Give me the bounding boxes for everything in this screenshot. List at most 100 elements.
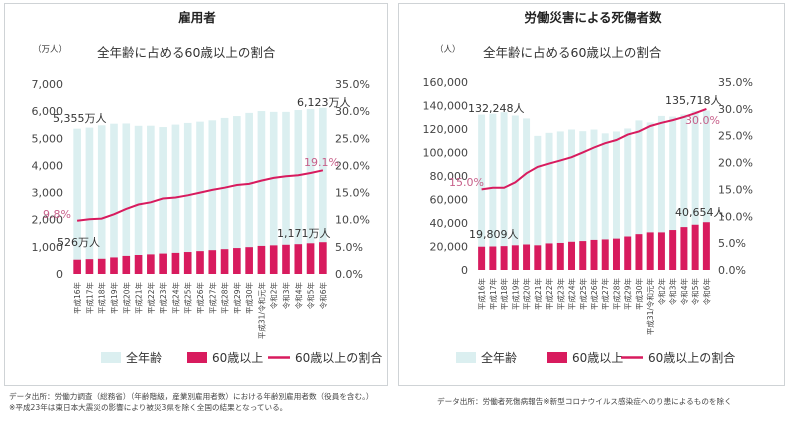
y2-tick-label: 25.0% — [718, 130, 753, 143]
bar-all-ages — [196, 121, 204, 274]
y-tick-label: 7,000 — [32, 78, 64, 91]
bar-all-ages — [159, 127, 167, 274]
bar-all-ages — [85, 127, 94, 275]
x-tick-label: 平成24年 — [567, 278, 577, 311]
y-tick-label: 2,000 — [32, 214, 64, 227]
bar-60-plus — [523, 244, 531, 270]
y2-tick-label: 15.0% — [335, 187, 370, 200]
y-tick-label: 1,000 — [32, 241, 64, 254]
bar-60-plus — [147, 254, 155, 274]
y-tick-label: 4,000 — [32, 159, 64, 172]
label-ratio-first: 9.8% — [43, 208, 71, 221]
bar-all-ages — [612, 131, 620, 270]
y-tick-label: 60,000 — [430, 194, 469, 207]
y-tick-label: 0 — [56, 268, 63, 281]
bar-all-ages — [669, 116, 677, 270]
y-tick-label: 160,000 — [423, 76, 469, 89]
bar-60-plus — [183, 252, 192, 274]
x-tick-label: 令和2年 — [269, 282, 279, 310]
employee-disaster-note: ※平成23年は東日本大震災の影響により被災3県を除く全国の結果となっている。 — [9, 403, 288, 412]
y-tick-label: 0 — [461, 264, 468, 277]
bar-60-plus — [534, 245, 542, 270]
bar-60-plus — [590, 239, 598, 270]
x-tick-label: 令和4年 — [679, 278, 689, 306]
x-tick-label: 平成17年 — [488, 278, 498, 311]
chart-title: 雇用者 — [178, 10, 216, 25]
label-60-plus-last: 40,654人 — [675, 206, 725, 219]
bar-60-plus — [294, 244, 303, 274]
x-tick-label: 平成28年 — [220, 282, 230, 315]
bar-all-ages — [511, 115, 519, 270]
chart-subtitle: 全年齢に占める60歳以上の割合 — [483, 45, 662, 60]
bar-60-plus — [478, 246, 486, 270]
bar-60-plus — [196, 251, 204, 274]
label-all-ages-last: 135,718人 — [665, 94, 722, 107]
legend-swatch-all-ages — [456, 352, 476, 363]
x-tick-label: 令和6年 — [701, 278, 711, 306]
legend-swatch-all-ages — [101, 352, 121, 363]
x-tick-label: 平成30年 — [244, 282, 254, 315]
x-tick-label: 平成17年 — [84, 282, 94, 315]
x-tick-label: 平成18年 — [97, 282, 107, 315]
bar-all-ages — [110, 123, 118, 275]
bar-all-ages — [702, 110, 710, 271]
bar-60-plus — [208, 250, 217, 274]
bar-all-ages — [657, 115, 665, 271]
bar-60-plus — [500, 246, 508, 270]
bar-60-plus — [489, 246, 497, 270]
bar-60-plus — [601, 239, 609, 270]
bar-all-ages — [294, 110, 303, 274]
x-tick-label: 平成31/令和元年 — [645, 278, 655, 336]
bar-60-plus — [73, 259, 81, 274]
bar-all-ages — [489, 113, 497, 270]
y-axis-unit: （人） — [435, 44, 461, 55]
label-60-plus-first: 19,809人 — [469, 228, 519, 241]
legend-swatch-60-plus — [547, 352, 567, 363]
legend-label-all-ages: 全年齢 — [126, 350, 162, 365]
x-tick-label: 平成19年 — [109, 282, 119, 315]
bar-all-ages — [500, 112, 508, 270]
bar-60-plus — [269, 245, 278, 274]
label-all-ages-first: 5,355万人 — [53, 112, 107, 125]
y-tick-label: 20,000 — [430, 241, 469, 254]
bar-all-ages — [478, 114, 486, 270]
x-tick-label: 令和3年 — [668, 278, 678, 306]
y2-tick-label: 35.0% — [335, 78, 370, 91]
chart-subtitle: 全年齢に占める60歳以上の割合 — [97, 45, 276, 60]
bar-60-plus — [319, 242, 327, 274]
bar-all-ages — [220, 117, 229, 274]
bar-60-plus — [556, 242, 564, 270]
x-tick-label: 平成23年 — [158, 282, 168, 315]
y2-tick-label: 5.0% — [718, 237, 746, 250]
bar-all-ages — [122, 123, 131, 274]
label-60-plus-first: 526万人 — [57, 236, 100, 249]
x-tick-label: 平成21年 — [134, 282, 144, 315]
y-tick-label: 140,000 — [423, 100, 469, 113]
bar-all-ages — [171, 124, 180, 274]
bar-60-plus — [691, 224, 699, 270]
legend-label-60-plus: 60歳以上 — [212, 351, 263, 365]
legend-label-ratio: 60歳以上の割合 — [648, 350, 735, 365]
bar-all-ages — [73, 128, 81, 274]
bar-60-plus — [97, 258, 106, 274]
bar-60-plus — [134, 255, 143, 274]
label-ratio-last: 30.0% — [685, 114, 720, 127]
x-tick-label: 令和2年 — [656, 278, 666, 306]
x-tick-label: 平成18年 — [499, 278, 509, 311]
bar-all-ages — [306, 109, 315, 274]
bar-60-plus — [646, 232, 654, 270]
y2-tick-label: 5.0% — [335, 241, 363, 254]
bar-60-plus — [545, 243, 553, 270]
bar-all-ages — [134, 125, 143, 274]
label-all-ages-last: 6,123万人 — [297, 96, 351, 109]
x-tick-label: 平成20年 — [522, 278, 532, 311]
bar-60-plus — [257, 245, 266, 274]
x-tick-label: 平成31/令和元年 — [256, 282, 266, 340]
bar-60-plus — [635, 234, 643, 270]
y-axis-unit: （万人） — [33, 44, 67, 55]
bar-60-plus — [511, 245, 519, 270]
bar-60-plus — [612, 238, 620, 270]
bar-60-plus — [657, 232, 665, 270]
